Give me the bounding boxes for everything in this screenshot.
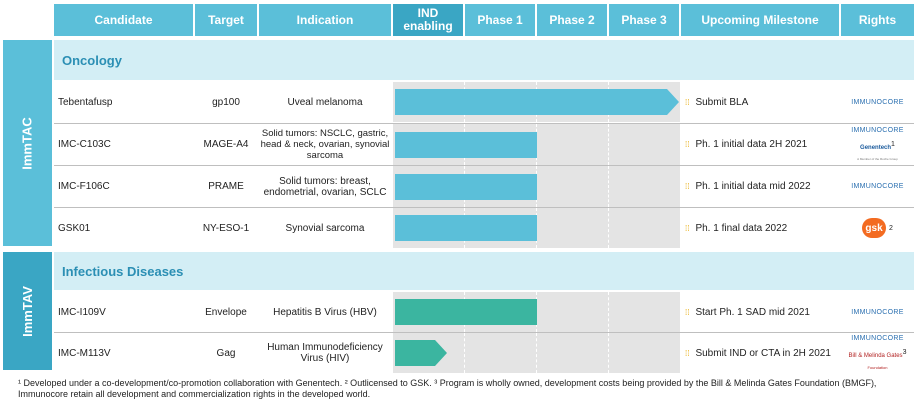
header-target: Target (195, 4, 257, 36)
pipeline-row: GSK01 NY-ESO-1 Synovial sarcoma ⁞⁞ Ph. 1 … (54, 208, 914, 248)
footnote: ¹ Developed under a co-development/co-pr… (18, 378, 877, 399)
pipeline-row: IMC-M113V Gag Human Immunodeficiency Vir… (54, 333, 914, 373)
rights-logo: gsk 2 (841, 208, 914, 248)
milestone-label: Submit IND or CTA in 2H 2021 (695, 347, 831, 359)
target-name: Envelope (205, 306, 247, 318)
indication-text: Hepatitis B Virus (HBV) (273, 306, 377, 318)
milestone-text: ⁞⁞ Ph. 1 final data 2022 (685, 208, 843, 248)
milestone-icon: ⁞⁞ (685, 348, 690, 358)
candidate-name: IMC-F106C (58, 181, 110, 192)
immunocore-logo: IMMUNOCORE (851, 308, 904, 316)
milestone-icon: ⁞⁞ (685, 182, 690, 191)
rights-logo: IMMUNOCORE Bill & Melinda Gates3 Foundat… (841, 333, 914, 373)
pipeline-row: Tebentafusp gp100 Uveal melanoma ⁞⁞ Submi… (54, 82, 914, 122)
candidate-name: IMC-I109V (58, 306, 106, 318)
candidate-name: IMC-M113V (58, 347, 111, 359)
genentech-logo: Genentech1 (860, 140, 895, 151)
target-name: Gag (216, 347, 236, 359)
target-name: gp100 (212, 96, 240, 108)
immunocore-logo: IMMUNOCORE (851, 183, 904, 190)
progress-arrow (395, 299, 537, 325)
immunocore-logo: IMMUNOCORE (851, 335, 904, 342)
candidate-name: Tebentafusp (58, 96, 113, 108)
section-oncology: Oncology (54, 40, 914, 80)
candidate-name: GSK01 (58, 222, 91, 234)
progress-arrow (395, 131, 537, 158)
progress-arrow (395, 89, 679, 115)
rights-logo: IMMUNOCORE (841, 166, 914, 207)
gsk-logo: gsk (862, 218, 887, 238)
rights-logo: IMMUNOCORE Genentech1 A Member of the Ro… (841, 124, 914, 165)
progress-arrow (395, 173, 537, 200)
milestone-icon: ⁞⁞ (685, 223, 690, 233)
milestone-label: Ph. 1 initial data mid 2022 (695, 181, 811, 192)
target-name: PRAME (208, 181, 244, 192)
milestone-text: ⁞⁞ Submit IND or CTA in 2H 2021 (685, 333, 843, 373)
header-phase2: Phase 2 (537, 4, 607, 36)
header-indication: Indication (259, 4, 391, 36)
candidate-name: IMC-C103C (58, 139, 111, 150)
rights-logo: IMMUNOCORE (841, 292, 914, 332)
group-immtac: ImmTAC (3, 40, 52, 246)
header-phase3: Phase 3 (609, 4, 679, 36)
row-divider (54, 207, 914, 208)
row-divider (54, 165, 914, 166)
immunocore-logo: IMMUNOCORE (851, 98, 904, 106)
indication-text: Solid tumors: NSCLC, gastric, head & nec… (260, 128, 390, 161)
gates-foundation-logo: Bill & Melinda Gates3 (848, 349, 907, 359)
milestone-label: Ph. 1 final data 2022 (695, 222, 788, 234)
rights-logo: IMMUNOCORE (841, 82, 914, 122)
section-infectious-diseases: Infectious Diseases (54, 252, 914, 290)
target-name: MAGE-A4 (203, 139, 249, 150)
milestone-text: ⁞⁞ Submit BLA (685, 82, 843, 122)
row-divider (54, 123, 914, 124)
milestone-icon: ⁞⁞ (685, 97, 690, 107)
milestone-text: ⁞⁞ Ph. 1 initial data 2H 2021 (685, 124, 843, 165)
indication-text: Human Immunodeficiency Virus (HIV) (267, 342, 383, 364)
header-ind-enabling: IND enabling (393, 4, 463, 36)
milestone-text: ⁞⁞ Ph. 1 initial data mid 2022 (685, 166, 843, 207)
header-phase1: Phase 1 (465, 4, 535, 36)
footnote-ref: 2 (889, 224, 893, 232)
milestone-text: ⁞⁞ Start Ph. 1 SAD mid 2021 (685, 292, 843, 332)
header-candidate: Candidate (54, 4, 193, 36)
indication-text: Uveal melanoma (287, 96, 363, 108)
milestone-label: Ph. 1 initial data 2H 2021 (695, 139, 808, 150)
indication-text: Solid tumors: breast, endometrial, ovari… (263, 175, 387, 198)
pipeline-row: IMC-I109V Envelope Hepatitis B Virus (HB… (54, 292, 914, 332)
header-milestone: Upcoming Milestone (681, 4, 839, 36)
group-immtav-label: ImmTAV (20, 285, 35, 337)
group-immtav: ImmTAV (3, 252, 52, 370)
milestone-icon: ⁞⁞ (685, 307, 690, 317)
immunocore-logo: IMMUNOCORE (851, 126, 904, 134)
header-rights: Rights (841, 4, 914, 36)
pipeline-row: IMC-F106C PRAME Solid tumors: breast, en… (54, 166, 914, 207)
milestone-label: Start Ph. 1 SAD mid 2021 (695, 306, 810, 318)
genentech-subtext: A Member of the Roche Group (857, 156, 898, 161)
pipeline-row: IMC-C103C MAGE-A4 Solid tumors: NSCLC, g… (54, 124, 914, 165)
progress-arrow (395, 340, 447, 366)
group-immtac-label: ImmTAC (20, 116, 36, 170)
milestone-label: Submit BLA (695, 96, 749, 108)
row-divider (54, 332, 914, 333)
progress-arrow (395, 215, 537, 241)
gates-foundation-subtext: Foundation (867, 365, 888, 370)
indication-text: Synovial sarcoma (285, 222, 365, 234)
target-name: NY-ESO-1 (202, 222, 250, 234)
milestone-icon: ⁞⁞ (685, 140, 690, 149)
